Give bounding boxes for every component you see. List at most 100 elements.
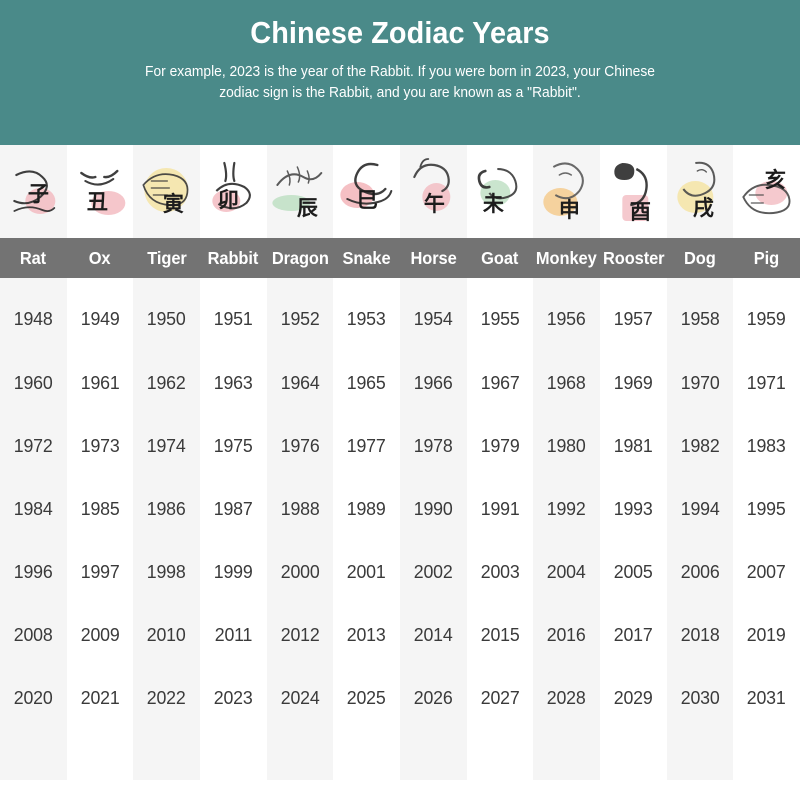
year-cell[interactable]: 1992 [533, 477, 600, 540]
zodiac-name-cell[interactable]: Snake [333, 238, 400, 278]
year-cell[interactable]: 2009 [67, 603, 134, 666]
year-cell[interactable]: 1976 [267, 414, 334, 477]
year-cell[interactable]: 2006 [667, 540, 734, 603]
year-cell[interactable]: 2014 [400, 603, 467, 666]
year-cell[interactable]: 2029 [600, 666, 667, 729]
year-cell[interactable]: 2022 [133, 666, 200, 729]
year-cell[interactable]: 2028 [533, 666, 600, 729]
year-cell[interactable]: 1956 [533, 278, 600, 351]
table-row: 1948 1949 1950 1951 1952 1953 1954 1955 1956 1957… [0, 278, 800, 351]
year-cell[interactable]: 1980 [533, 414, 600, 477]
year-cell[interactable]: 1995 [733, 477, 800, 540]
year-cell[interactable]: 1967 [467, 351, 534, 414]
year-cell[interactable]: 2007 [733, 540, 800, 603]
year-cell[interactable]: 1966 [400, 351, 467, 414]
year-cell[interactable]: 2031 [733, 666, 800, 729]
year-value: 2020 [13, 687, 53, 708]
year-cell[interactable]: 2011 [200, 603, 267, 666]
year-cell[interactable]: 1997 [67, 540, 134, 603]
zodiac-name-cell[interactable]: Goat [467, 238, 534, 278]
year-cell[interactable]: 2001 [333, 540, 400, 603]
year-cell[interactable]: 2027 [467, 666, 534, 729]
zodiac-rooster-icon: 酉 [600, 145, 667, 238]
year-cell[interactable]: 1948 [0, 278, 67, 351]
year-cell[interactable]: 1975 [200, 414, 267, 477]
year-cell[interactable]: 2002 [400, 540, 467, 603]
year-cell[interactable]: 2012 [267, 603, 334, 666]
year-cell[interactable]: 1964 [267, 351, 334, 414]
year-cell[interactable]: 1963 [200, 351, 267, 414]
year-cell[interactable]: 1949 [67, 278, 134, 351]
year-cell[interactable]: 1989 [333, 477, 400, 540]
year-cell[interactable]: 1972 [0, 414, 67, 477]
year-cell[interactable]: 1957 [600, 278, 667, 351]
year-cell[interactable]: 2025 [333, 666, 400, 729]
year-cell[interactable]: 1998 [133, 540, 200, 603]
zodiac-name-cell[interactable]: Rooster [600, 238, 667, 278]
year-cell[interactable]: 1991 [467, 477, 534, 540]
year-cell[interactable]: 2021 [67, 666, 134, 729]
year-value: 1974 [147, 435, 187, 456]
year-cell[interactable]: 1978 [400, 414, 467, 477]
year-cell[interactable]: 1969 [600, 351, 667, 414]
year-cell[interactable]: 2016 [533, 603, 600, 666]
year-cell[interactable]: 1987 [200, 477, 267, 540]
year-cell[interactable]: 1979 [467, 414, 534, 477]
year-cell[interactable]: 1986 [133, 477, 200, 540]
year-cell[interactable]: 1959 [733, 278, 800, 351]
year-cell[interactable]: 2017 [600, 603, 667, 666]
year-cell[interactable]: 1965 [333, 351, 400, 414]
year-cell[interactable]: 1984 [0, 477, 67, 540]
year-cell[interactable]: 1983 [733, 414, 800, 477]
year-cell[interactable]: 1960 [0, 351, 67, 414]
year-cell[interactable]: 1951 [200, 278, 267, 351]
year-cell[interactable]: 1981 [600, 414, 667, 477]
year-cell[interactable]: 2026 [400, 666, 467, 729]
zodiac-name-cell[interactable]: Tiger [133, 238, 200, 278]
year-cell[interactable]: 1999 [200, 540, 267, 603]
year-cell[interactable]: 1988 [267, 477, 334, 540]
zodiac-name-cell[interactable]: Ox [67, 238, 134, 278]
year-cell[interactable]: 1950 [133, 278, 200, 351]
year-cell[interactable]: 1968 [533, 351, 600, 414]
year-cell[interactable]: 2013 [333, 603, 400, 666]
year-cell[interactable]: 1954 [400, 278, 467, 351]
year-cell[interactable]: 1955 [467, 278, 534, 351]
year-cell[interactable]: 2015 [467, 603, 534, 666]
year-cell[interactable]: 2000 [267, 540, 334, 603]
year-cell[interactable]: 1993 [600, 477, 667, 540]
zodiac-name-cell[interactable]: Rabbit [200, 238, 267, 278]
year-cell[interactable]: 1953 [333, 278, 400, 351]
year-cell[interactable]: 2004 [533, 540, 600, 603]
year-cell[interactable]: 1996 [0, 540, 67, 603]
year-cell[interactable]: 2020 [0, 666, 67, 729]
year-cell[interactable]: 2023 [200, 666, 267, 729]
zodiac-name-cell[interactable]: Horse [400, 238, 467, 278]
year-cell[interactable]: 2005 [600, 540, 667, 603]
year-cell[interactable]: 2024 [267, 666, 334, 729]
zodiac-name-cell[interactable]: Rat [0, 238, 67, 278]
year-cell[interactable]: 2030 [667, 666, 734, 729]
year-cell[interactable]: 2003 [467, 540, 534, 603]
year-cell[interactable]: 2010 [133, 603, 200, 666]
year-cell[interactable]: 1977 [333, 414, 400, 477]
zodiac-name-cell[interactable]: Monkey [533, 238, 600, 278]
year-cell[interactable]: 1990 [400, 477, 467, 540]
zodiac-name-cell[interactable]: Pig [733, 238, 800, 278]
year-cell[interactable]: 1982 [667, 414, 734, 477]
year-cell[interactable]: 2008 [0, 603, 67, 666]
year-cell[interactable]: 1970 [667, 351, 734, 414]
year-cell[interactable]: 2019 [733, 603, 800, 666]
year-cell[interactable]: 1958 [667, 278, 734, 351]
year-cell[interactable]: 1974 [133, 414, 200, 477]
year-cell[interactable]: 1994 [667, 477, 734, 540]
year-cell[interactable]: 1952 [267, 278, 334, 351]
year-cell[interactable]: 1971 [733, 351, 800, 414]
zodiac-name-cell[interactable]: Dragon [267, 238, 334, 278]
year-cell[interactable]: 1973 [67, 414, 134, 477]
year-cell[interactable]: 1961 [67, 351, 134, 414]
year-cell[interactable]: 2018 [667, 603, 734, 666]
year-cell[interactable]: 1962 [133, 351, 200, 414]
zodiac-name-cell[interactable]: Dog [667, 238, 734, 278]
year-cell[interactable]: 1985 [67, 477, 134, 540]
